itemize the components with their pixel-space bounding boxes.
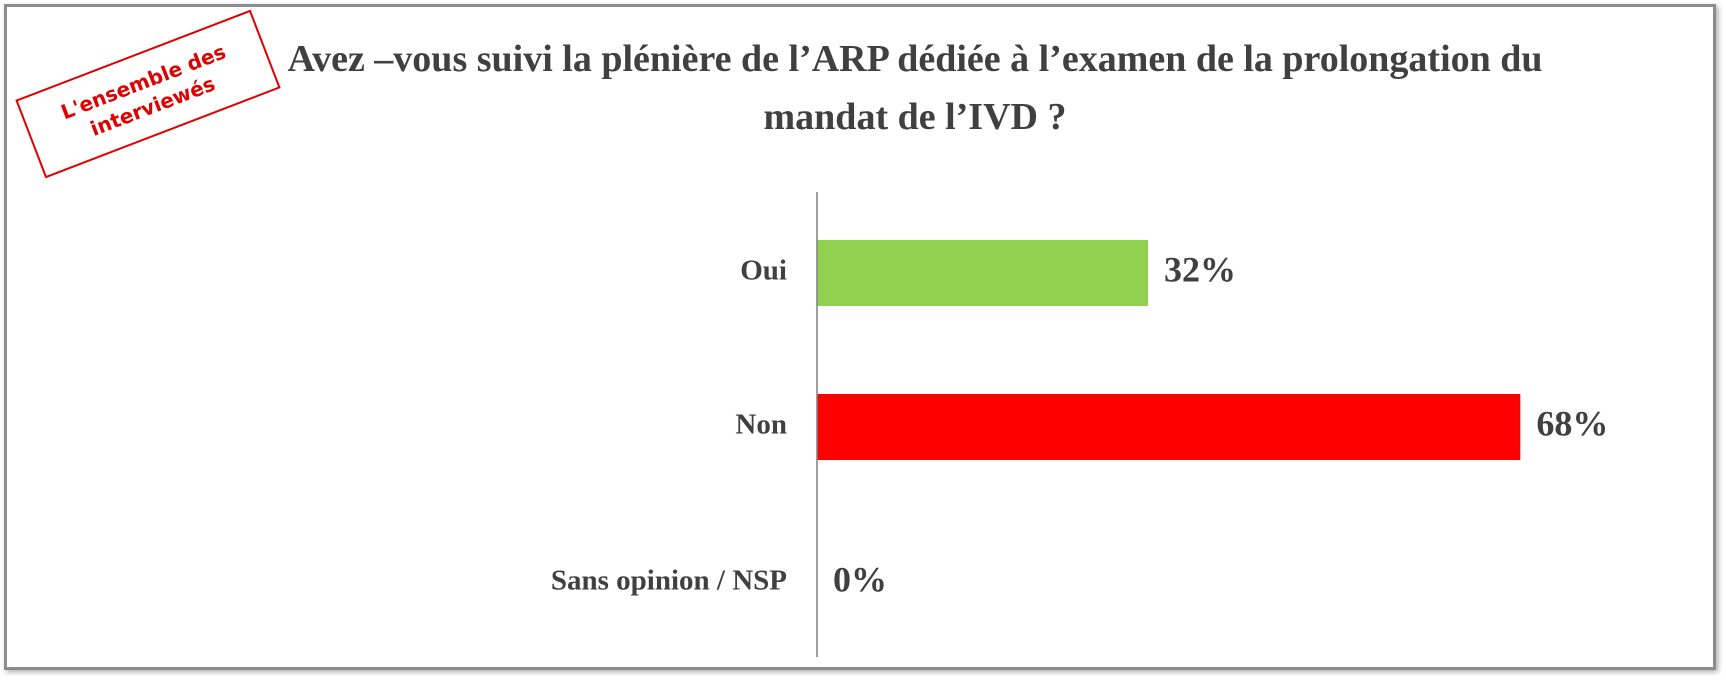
- bar: [817, 240, 1148, 306]
- category-label: Sans opinion / NSP: [551, 565, 787, 597]
- category-label: Non: [735, 409, 787, 441]
- value-label: 32%: [1164, 249, 1236, 289]
- frame: [4, 4, 1716, 670]
- chart-title: Avez –vous suivi la plénière de l’ARP dé…: [287, 38, 1543, 138]
- value-label: 0%: [833, 559, 887, 599]
- bar: [817, 394, 1521, 460]
- value-label: 68%: [1536, 403, 1608, 443]
- category-label: Oui: [740, 255, 787, 287]
